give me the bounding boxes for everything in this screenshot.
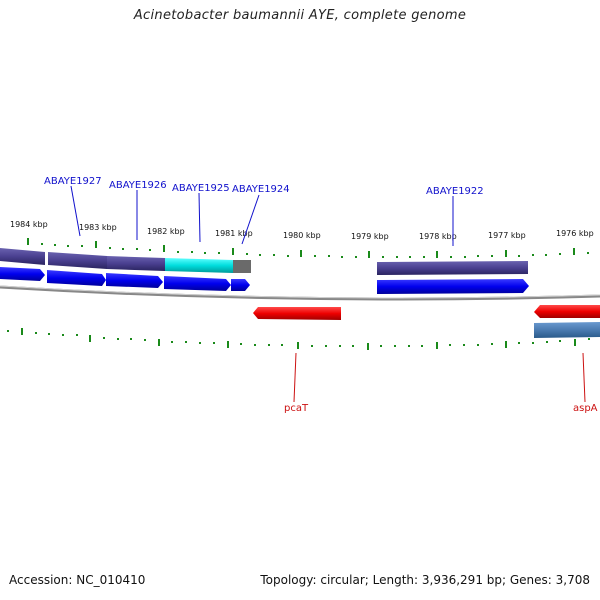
inner-ruler-ticks — [7, 328, 590, 350]
cds-forward-3[interactable] — [106, 273, 163, 288]
gene-label-aspa[interactable]: aspA — [573, 403, 598, 414]
genome-summary-text: Topology: circular; Length: 3,936,291 bp… — [260, 573, 590, 587]
gene-bar-abaye1926[interactable] — [107, 256, 165, 271]
genome-backbone-highlight — [0, 285, 600, 299]
forward-cds-track[interactable] — [0, 267, 529, 294]
ruler-label-1981: 1981 kbp — [215, 229, 253, 238]
ruler-label-1984: 1984 kbp — [10, 220, 48, 229]
ruler-label-1983: 1983 kbp — [79, 223, 117, 232]
gene-bar-abaye1927-left[interactable] — [0, 248, 45, 265]
ruler-label-1976: 1976 kbp — [556, 229, 594, 238]
gene-bar-abaye1922[interactable] — [377, 261, 528, 275]
gene-bar-abaye1925[interactable] — [165, 258, 233, 273]
cds-reverse-aspa[interactable] — [534, 305, 600, 318]
label-leaders — [70, 185, 586, 403]
outer-ruler-ticks — [27, 238, 589, 258]
cds-forward-5[interactable] — [231, 279, 250, 291]
ruler-label-1978: 1978 kbp — [419, 232, 457, 241]
ruler-label-1980: 1980 kbp — [283, 231, 321, 240]
accession-text: Accession: NC_010410 — [9, 573, 146, 587]
genome-backbone — [0, 285, 600, 301]
cds-forward-1[interactable] — [0, 267, 45, 281]
ruler-label-1977: 1977 kbp — [488, 231, 526, 240]
ruler-label-1982: 1982 kbp — [147, 227, 185, 236]
cds-forward-2[interactable] — [47, 270, 106, 286]
ruler-label-1979: 1979 kbp — [351, 232, 389, 241]
gene-labels[interactable]: ABAYE1927 ABAYE1926 ABAYE1925 ABAYE1924 … — [44, 176, 598, 414]
gene-bar-abaye1927[interactable] — [48, 252, 107, 269]
map-title: Acinetobacter baumannii AYE, complete ge… — [133, 8, 467, 23]
cds-forward-6[interactable] — [377, 279, 529, 294]
gene-label-pcat[interactable]: pcaT — [284, 403, 309, 414]
gene-label-abaye1922[interactable]: ABAYE1922 — [426, 186, 484, 197]
gene-bars[interactable] — [0, 248, 528, 275]
ruler-labels: 1984 kbp 1983 kbp 1982 kbp 1981 kbp 1980… — [10, 220, 594, 241]
gene-label-abaye1924[interactable]: ABAYE1924 — [232, 184, 290, 195]
cds-reverse-pcat[interactable] — [253, 307, 341, 320]
cds-forward-4[interactable] — [164, 276, 231, 291]
gene-label-abaye1925[interactable]: ABAYE1925 — [172, 183, 230, 194]
reverse-cds-track[interactable] — [253, 305, 600, 338]
gene-bar-abaye1924[interactable] — [233, 260, 251, 273]
gene-label-abaye1927[interactable]: ABAYE1927 — [44, 176, 102, 187]
gene-bar-aspa[interactable] — [534, 322, 600, 338]
gene-label-abaye1926[interactable]: ABAYE1926 — [109, 180, 167, 191]
